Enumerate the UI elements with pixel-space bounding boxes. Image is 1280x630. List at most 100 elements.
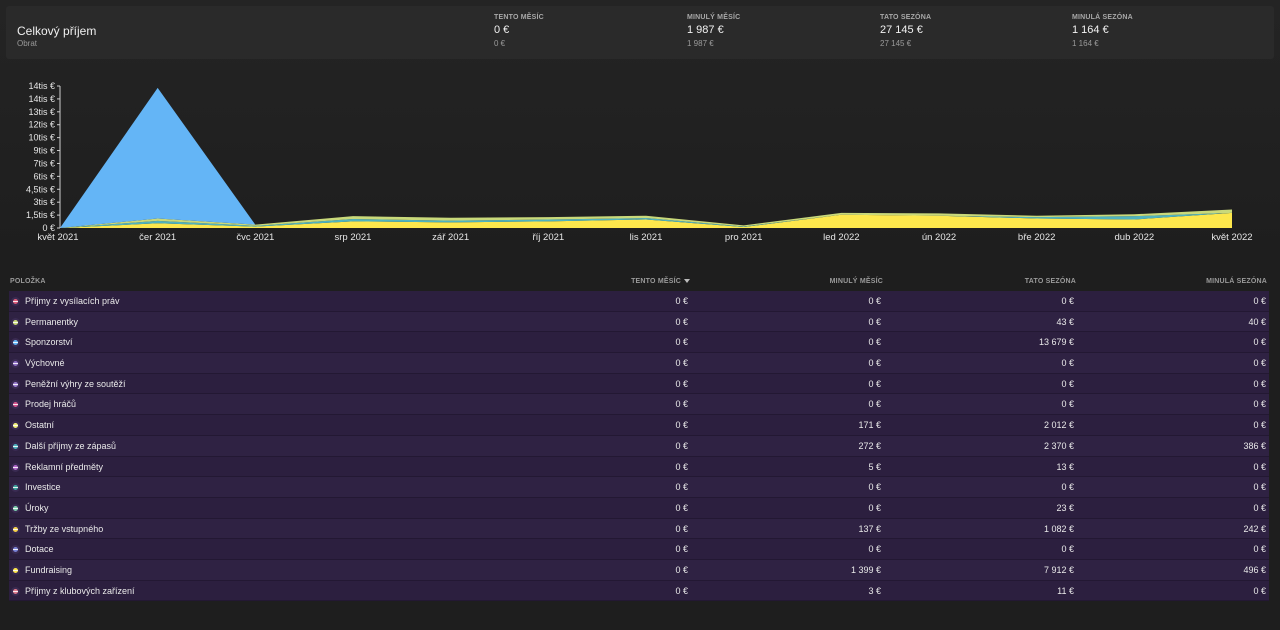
table-row[interactable]: Reklamní předměty 0 € 5 € 13 € 0 € (9, 456, 1269, 478)
row-value-last-month: 5 € (868, 461, 881, 472)
row-value-last-season: 0 € (1253, 420, 1266, 431)
summary-header: Celkový příjem Obrat TENTO MĚSÍC 0 € 0 €… (6, 6, 1274, 59)
row-value-this-month: 0 € (675, 378, 688, 389)
row-item-name: Peněžní výhry ze soutěží (25, 378, 126, 389)
category-color-icon (11, 462, 20, 472)
row-value-last-season: 0 € (1253, 378, 1266, 389)
row-value-this-season: 23 € (1056, 502, 1074, 513)
row-value-last-season: 0 € (1253, 337, 1266, 348)
table-row[interactable]: Úroky 0 € 0 € 23 € 0 € (9, 497, 1269, 519)
row-item-name: Tržby ze vstupného (25, 523, 104, 534)
row-value-last-month: 0 € (868, 378, 881, 389)
row-value-this-season: 0 € (1061, 358, 1074, 369)
y-tick-label: 14tis € (28, 81, 55, 91)
table-row[interactable]: Peněžní výhry ze soutěží 0 € 0 € 0 € 0 € (9, 373, 1269, 395)
x-tick-label: pro 2021 (725, 232, 763, 243)
category-color-icon (11, 565, 20, 575)
column-header-this-season[interactable]: TATO SEZÓNA (1024, 278, 1076, 285)
stat-value: 27 145 € (880, 24, 923, 36)
x-tick-label: květ 2021 (37, 232, 78, 243)
y-tick-label: 0 € (42, 223, 55, 233)
row-value-last-month: 0 € (868, 544, 881, 555)
row-value-this-month: 0 € (675, 544, 688, 555)
category-color-icon (11, 421, 20, 431)
row-value-this-month: 0 € (675, 358, 688, 369)
row-value-last-month: 3 € (868, 585, 881, 596)
stat-subvalue: 1 987 € (687, 39, 714, 48)
row-value-this-month: 0 € (675, 337, 688, 348)
category-color-icon (11, 359, 20, 369)
row-value-this-season: 43 € (1056, 316, 1074, 327)
x-tick-label: bře 2022 (1018, 232, 1056, 243)
table-header: POLOŽKA TENTO MĚSÍC MINULÝ MĚSÍC TATO SE… (9, 272, 1269, 291)
stat-label: TENTO MĚSÍC (494, 14, 544, 21)
row-value-this-season: 1 082 € (1043, 523, 1074, 534)
row-value-this-month: 0 € (675, 296, 688, 306)
column-header-last-season[interactable]: MINULÁ SEZÓNA (1206, 278, 1267, 285)
row-value-this-season: 2 012 € (1043, 420, 1074, 431)
row-item-name: Investice (25, 482, 61, 493)
table-row[interactable]: Výchovné 0 € 0 € 0 € 0 € (9, 353, 1269, 374)
row-value-this-month: 0 € (675, 564, 688, 575)
row-value-last-month: 137 € (858, 523, 881, 534)
category-color-icon (11, 317, 20, 327)
column-header-last-month[interactable]: MINULÝ MĚSÍC (829, 278, 883, 285)
stat-label: MINULÝ MĚSÍC (687, 14, 741, 21)
category-color-icon (11, 379, 20, 389)
category-color-icon (11, 524, 20, 534)
table-row[interactable]: Další příjmy ze zápasů 0 € 272 € 2 370 € 386… (9, 435, 1269, 457)
row-value-last-month: 0 € (868, 502, 881, 513)
row-value-this-season: 0 € (1061, 544, 1074, 555)
table-row[interactable]: Dotace 0 € 0 € 0 € 0 € (9, 539, 1269, 560)
stat-label: TATO SEZÓNA (880, 14, 932, 21)
row-value-this-month: 0 € (675, 399, 688, 410)
table-body: Příjmy z vysílacích práv 0 € 0 € 0 € 0 € Perm… (9, 291, 1269, 602)
row-value-this-season: 11 € (1057, 585, 1074, 596)
y-tick-label: 1,5tis € (26, 210, 55, 220)
row-value-last-season: 0 € (1253, 296, 1266, 306)
row-value-last-season: 242 € (1243, 523, 1266, 534)
row-item-name: Reklamní předměty (25, 461, 104, 472)
table-row[interactable]: Sponzorství 0 € 0 € 13 679 € 0 € (9, 332, 1269, 354)
row-value-this-month: 0 € (675, 523, 688, 534)
y-tick-label: 3tis € (33, 197, 55, 207)
table-row[interactable]: Ostatní 0 € 171 € 2 012 € 0 € (9, 415, 1269, 436)
y-tick-label: 4,5tis € (26, 184, 55, 194)
x-tick-label: čer 2021 (139, 232, 176, 243)
table-row[interactable]: Příjmy z vysílacích práv 0 € 0 € 0 € 0 € (9, 291, 1269, 312)
row-value-this-season: 0 € (1061, 482, 1074, 493)
y-tick-label: 14tis € (28, 94, 55, 104)
x-tick-label: lis 2021 (630, 232, 663, 243)
table-row[interactable]: Permanentky 0 € 0 € 43 € 40 € (9, 311, 1269, 333)
stat-label: MINULÁ SEZÓNA (1072, 14, 1133, 21)
row-item-name: Příjmy z vysílacích práv (25, 296, 120, 306)
stat-this-season: TATO SEZÓNA 27 145 € 27 145 € (880, 14, 931, 48)
x-tick-label: srp 2021 (335, 232, 372, 243)
row-item-name: Fundraising (25, 564, 73, 575)
column-header-item[interactable]: POLOŽKA (10, 278, 46, 285)
x-tick-label: ún 2022 (922, 232, 956, 243)
stat-this-month: TENTO MĚSÍC 0 € 0 € (494, 14, 544, 48)
stat-last-season: MINULÁ SEZÓNA 1 164 € 1 164 € (1072, 14, 1133, 48)
row-value-last-month: 0 € (868, 337, 881, 348)
row-value-last-month: 272 € (858, 440, 881, 451)
income-area-chart: 0 € 1,5tis € 3tis € 4,5tis € 6tis € 7tis € 9ti… (26, 81, 1253, 243)
category-color-icon (11, 400, 20, 410)
column-header-this-month[interactable]: TENTO MĚSÍC (631, 278, 690, 285)
row-value-this-season: 13 679 € (1038, 337, 1074, 348)
table-row[interactable]: Fundraising 0 € 1 399 € 7 912 € 496 € (9, 559, 1269, 581)
table-row[interactable]: Investice 0 € 0 € 0 € 0 € (9, 477, 1269, 498)
row-value-last-season: 0 € (1253, 502, 1266, 513)
table-row[interactable]: Prodej hráčů 0 € 0 € 0 € 0 € (9, 394, 1269, 416)
table-row[interactable]: Příjmy z klubových zařízení 0 € 3 € 11 € 0 € (9, 580, 1269, 602)
row-value-this-month: 0 € (675, 502, 688, 513)
row-value-last-season: 0 € (1253, 358, 1266, 369)
category-color-icon (11, 297, 20, 306)
row-item-name: Výchovné (25, 358, 65, 369)
table-row[interactable]: Tržby ze vstupného 0 € 137 € 1 082 € 242 € (9, 518, 1269, 540)
x-tick-label: čvc 2021 (236, 232, 274, 243)
x-tick-label: zář 2021 (432, 232, 469, 243)
row-item-name: Ostatní (25, 420, 55, 431)
stat-subvalue: 0 € (494, 39, 506, 48)
page-title: Celkový příjem (17, 24, 97, 38)
